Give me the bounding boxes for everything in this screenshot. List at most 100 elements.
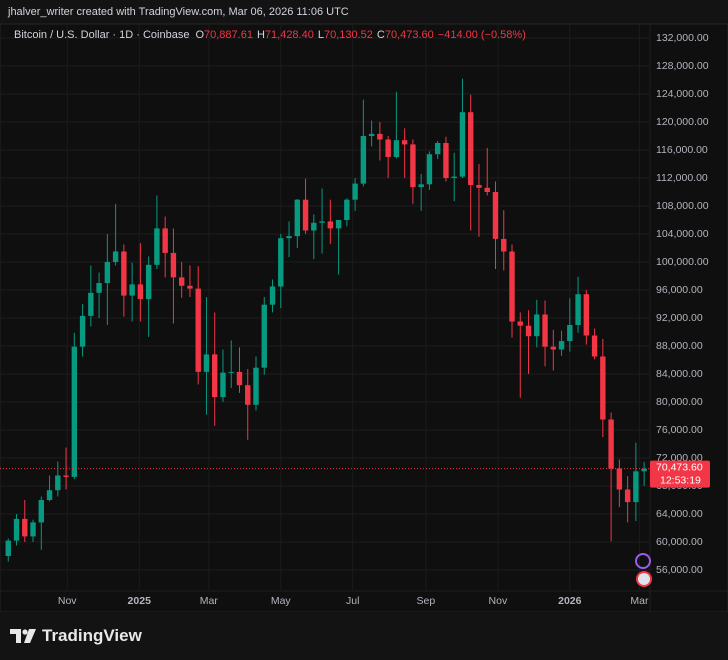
- x-tick-label: Mar: [200, 595, 219, 607]
- legend-value: 70,130.52: [323, 29, 373, 41]
- candle-body: [236, 371, 243, 386]
- candle-body: [195, 288, 201, 372]
- candle-body: [88, 292, 94, 316]
- brand: TradingView: [42, 626, 142, 645]
- candle-body: [178, 277, 185, 286]
- y-tick-label: 76,000.00: [656, 424, 703, 436]
- y-tick-label: 120,000.00: [656, 116, 709, 128]
- candle-body: [418, 184, 424, 188]
- legend-key: L: [317, 29, 324, 41]
- candle-body: [501, 238, 507, 252]
- candle-body: [591, 335, 598, 357]
- candle-body: [145, 264, 152, 300]
- candle-body: [55, 475, 61, 491]
- y-tick-label: 116,000.00: [656, 144, 708, 156]
- candle-body: [575, 294, 581, 326]
- candle-body: [129, 284, 135, 296]
- candle-body: [327, 221, 334, 229]
- y-tick-label: 88,000.00: [656, 340, 703, 352]
- event-icon[interactable]: [635, 553, 651, 569]
- candle-body: [633, 471, 639, 503]
- y-tick-label: 112,000.00: [656, 172, 708, 184]
- logo: [10, 629, 36, 643]
- y-tick-label: 100,000.00: [656, 256, 709, 268]
- candle-body: [5, 540, 11, 557]
- candle-body: [451, 176, 457, 178]
- candle-body: [360, 135, 367, 184]
- legend-key: O: [195, 29, 205, 41]
- y-tick-label: 104,000.00: [656, 228, 709, 240]
- y-tick-label: 92,000.00: [656, 312, 703, 324]
- candle-body: [434, 142, 441, 155]
- candle-body: [228, 371, 234, 373]
- chart: 56,000.0060,000.0064,000.0068,000.0072,0…: [0, 23, 728, 612]
- footer: TradingView: [10, 626, 142, 646]
- candle-body: [302, 199, 309, 231]
- candle-body: [509, 251, 515, 322]
- candle-body: [30, 522, 36, 537]
- candle-body: [294, 199, 300, 237]
- candle-body: [393, 140, 400, 157]
- y-tick-label: 84,000.00: [656, 368, 703, 380]
- candle-body: [476, 184, 482, 188]
- x-tick-label: 2025: [128, 595, 152, 607]
- last-price-label: 70,473.60: [656, 461, 703, 473]
- candle-body: [335, 219, 342, 229]
- candle-body: [121, 251, 127, 296]
- candle-body: [154, 228, 160, 265]
- candle-body: [385, 139, 391, 157]
- legend-key: H: [256, 29, 265, 41]
- candle-body: [187, 285, 193, 289]
- candle-body: [468, 112, 474, 185]
- candle-body: [484, 187, 490, 192]
- candle-body: [641, 468, 647, 472]
- candle-body: [63, 475, 69, 477]
- y-tick-label: 108,000.00: [656, 200, 709, 212]
- legend: Bitcoin / U.S. Dollar · 1D · Coinbase O70…: [14, 29, 526, 41]
- candle-body: [253, 367, 259, 405]
- candle-body: [137, 284, 144, 300]
- candle-body: [443, 142, 449, 178]
- y-tick-label: 80,000.00: [656, 396, 703, 408]
- candle-body: [492, 191, 499, 239]
- y-tick-label: 96,000.00: [656, 284, 703, 296]
- candle-body: [79, 315, 86, 347]
- candle-body: [71, 346, 78, 477]
- legend-change: −414.00 (−0.58%): [437, 29, 526, 41]
- last-price-box: [650, 460, 710, 488]
- candle-body: [517, 321, 523, 326]
- legend-key: C: [376, 29, 385, 41]
- candle-body: [112, 251, 119, 262]
- candle-body: [567, 325, 573, 342]
- candle-body: [104, 261, 111, 283]
- candle-body: [608, 419, 614, 469]
- y-tick-label: 64,000.00: [656, 508, 703, 520]
- candle-body: [278, 238, 284, 287]
- candle-body: [162, 228, 168, 253]
- candle-body: [269, 286, 276, 305]
- y-tick-label: 124,000.00: [656, 88, 709, 100]
- candle-body: [624, 489, 631, 503]
- header: jhalver_writer created with TradingView.…: [8, 6, 349, 18]
- candle-body: [261, 304, 267, 368]
- candle-body: [401, 140, 408, 145]
- candle-body: [344, 199, 350, 220]
- candle-body: [245, 385, 251, 405]
- legend-value: 70,887.61: [204, 29, 253, 41]
- candle-body: [170, 252, 177, 278]
- candle-body: [22, 518, 28, 537]
- y-tick-label: 128,000.00: [656, 60, 709, 72]
- legend-title: Bitcoin / U.S. Dollar · 1D · Coinbase: [14, 29, 190, 41]
- legend-value: 70,473.60: [384, 29, 434, 41]
- y-tick-label: 56,000.00: [656, 564, 703, 576]
- event-icon[interactable]: [636, 571, 652, 587]
- candle-body: [377, 133, 383, 140]
- x-tick-label: Sep: [417, 595, 436, 607]
- candle-body: [38, 500, 44, 523]
- candle-body: [410, 144, 416, 188]
- candle-body: [525, 325, 532, 337]
- x-tick-label: May: [271, 595, 292, 607]
- x-tick-label: Nov: [58, 595, 77, 607]
- candle-body: [220, 372, 226, 398]
